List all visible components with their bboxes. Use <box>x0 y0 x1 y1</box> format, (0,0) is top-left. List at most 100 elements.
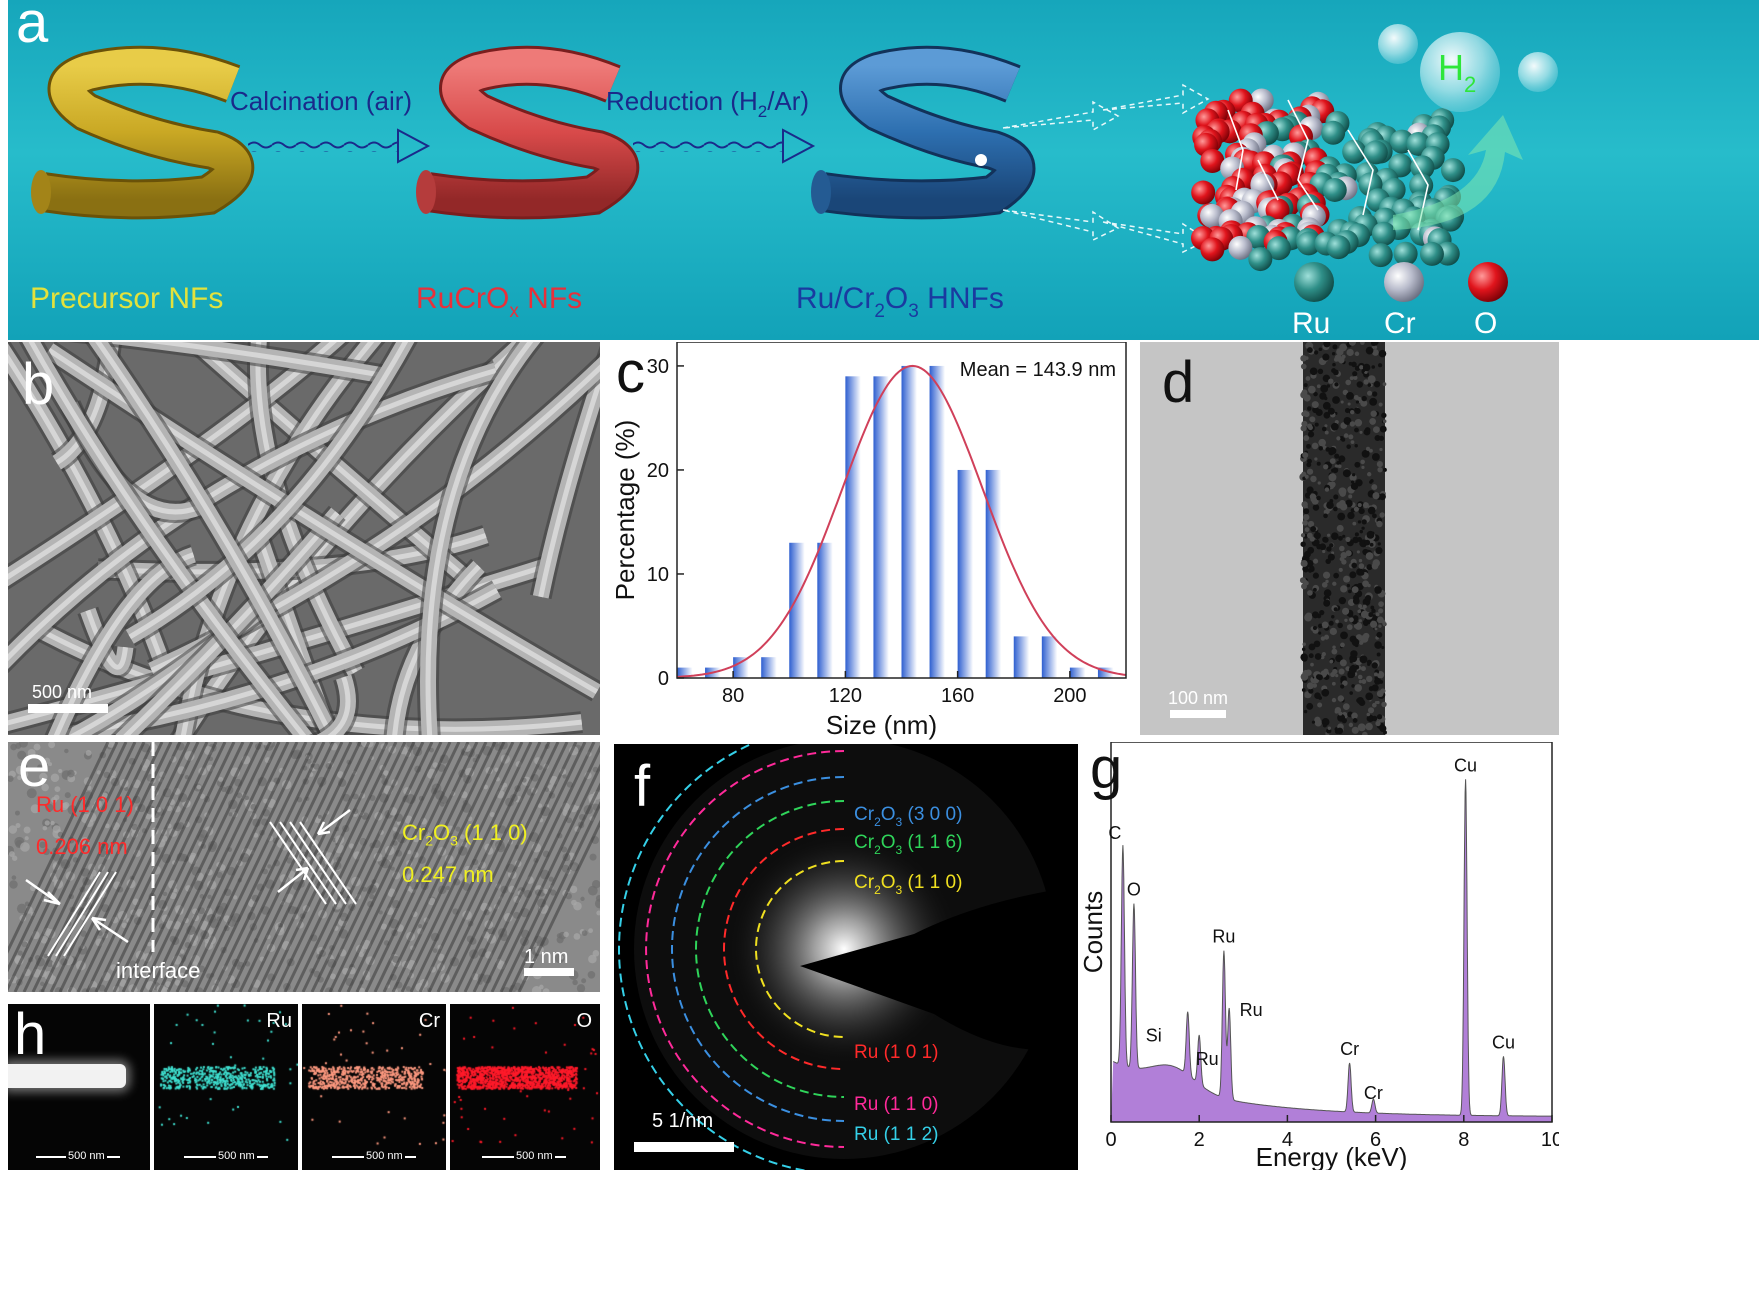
tem-grain <box>1304 613 1313 622</box>
hnf-label: Ru/Cr2O3 HNFs <box>796 282 1004 322</box>
tem-grain <box>1357 520 1362 524</box>
hrtem-grain <box>572 979 578 986</box>
ring-label: Cr2O3 (1 1 0) <box>854 872 962 897</box>
tem-grain <box>1319 610 1325 616</box>
atom-cluster-illustration <box>1191 88 1466 272</box>
tem-grain <box>1376 520 1383 528</box>
lattice-fringe <box>274 742 398 992</box>
tem-grain <box>1328 378 1334 384</box>
tem-grain <box>1314 716 1321 724</box>
atom-ball <box>1393 241 1418 266</box>
legend-ball-o <box>1468 262 1508 302</box>
tem-grain <box>1328 447 1337 455</box>
hnf-fiber <box>811 45 1036 220</box>
hrtem-grain <box>537 765 543 770</box>
tem-grain <box>1356 582 1364 591</box>
tem-grain <box>1351 684 1355 688</box>
tem-grain <box>1363 430 1368 435</box>
tem-grain <box>1336 348 1344 356</box>
sem-fiber-highlight <box>327 676 351 735</box>
tem-grain <box>1365 552 1374 560</box>
hrtem-grain <box>244 795 250 801</box>
reduction-label: Reduction (H2/Ar) <box>606 86 809 121</box>
hrtem-grain <box>39 841 46 849</box>
hrtem-grain <box>37 764 43 770</box>
tem-grain <box>1352 371 1358 377</box>
tem-grain <box>1306 702 1314 710</box>
lattice-fringe <box>436 742 560 992</box>
tem-grain <box>1331 615 1335 619</box>
peak-label: O <box>1127 880 1141 900</box>
tem-grain <box>1382 382 1387 387</box>
atom-ball <box>1410 155 1435 180</box>
lattice-fringe <box>283 742 407 992</box>
tem-grain <box>1318 623 1323 629</box>
tem-grain <box>1317 481 1321 485</box>
peak-label: Ru <box>1212 927 1235 947</box>
legend-label-o: O <box>1474 307 1497 340</box>
sem-fiber-highlight <box>392 564 481 735</box>
hrtem-grain <box>361 814 368 820</box>
map-scale-label: 500 nm <box>216 1150 257 1162</box>
lattice-fringe <box>193 742 317 992</box>
tem-grain <box>1370 410 1377 417</box>
panel-label-b: b <box>22 352 55 417</box>
atom-ball <box>1200 203 1225 228</box>
tem-grain <box>1357 723 1366 732</box>
tem-grain <box>1375 546 1383 555</box>
tem-grain <box>1361 449 1370 458</box>
hrtem-grain <box>594 898 600 909</box>
peak-label: Cr <box>1364 1083 1383 1103</box>
lattice-fringe <box>355 742 479 992</box>
tem-grain <box>1323 599 1330 606</box>
tem-grain <box>1321 652 1326 657</box>
lattice-fringe <box>94 742 218 992</box>
hrtem-grain <box>459 834 465 840</box>
tem-grain <box>1345 379 1352 386</box>
tem-grain <box>1325 558 1331 565</box>
lattice-fringe <box>292 742 416 992</box>
tem-grain <box>1348 722 1354 728</box>
tem-grain <box>1322 723 1327 728</box>
x-tick-label: 8 <box>1458 1129 1469 1151</box>
tem-grain <box>1335 654 1343 663</box>
tem-grain <box>1338 499 1346 507</box>
histogram-bar <box>705 667 734 678</box>
bubble <box>1378 24 1418 64</box>
tem-grain <box>1344 407 1351 414</box>
tem-grain <box>1332 581 1337 586</box>
hrtem-grain <box>562 774 567 779</box>
tem-grain <box>1361 395 1367 402</box>
panel-e-hrtem-image: Ru (1 0 1) 0.206 nm Cr2O3 (1 1 0) 0.247 … <box>8 742 600 992</box>
tem-grain <box>1366 659 1372 665</box>
hrtem-grain <box>417 923 423 929</box>
gaussian-fit-line <box>676 364 1127 678</box>
hrtem-grain <box>392 826 398 832</box>
atom-ball <box>1342 139 1367 164</box>
tem-grain <box>1351 712 1358 720</box>
tem-grain <box>1306 347 1313 353</box>
tem-grain <box>1346 392 1354 400</box>
hrtem-grain <box>42 848 50 856</box>
tem-grain <box>1335 674 1339 678</box>
tem-grain <box>1303 709 1308 714</box>
tem-grain <box>1372 492 1380 500</box>
tem-grain <box>1363 379 1369 385</box>
atom-ball <box>1228 235 1253 260</box>
panel-a: Calcination (air) Reduction (H2/Ar) H2 P… <box>8 0 1759 340</box>
hrtem-grain <box>52 825 61 834</box>
x-axis-label: Energy (keV) <box>1256 1142 1408 1170</box>
tem-grain <box>1327 533 1331 537</box>
tem-grain <box>1354 532 1359 537</box>
tem-grain <box>1312 406 1319 414</box>
tem-grain <box>1367 506 1376 515</box>
tem-grain <box>1371 684 1379 692</box>
tem-grain <box>1303 508 1310 515</box>
tem-grain <box>1332 396 1340 404</box>
tem-grain <box>1350 480 1355 484</box>
hrtem-grain <box>17 750 27 760</box>
tem-grain <box>1379 425 1387 433</box>
sem-fiber-highlight <box>28 342 307 735</box>
tem-grain <box>1333 494 1339 500</box>
lattice-fringe <box>373 742 497 992</box>
